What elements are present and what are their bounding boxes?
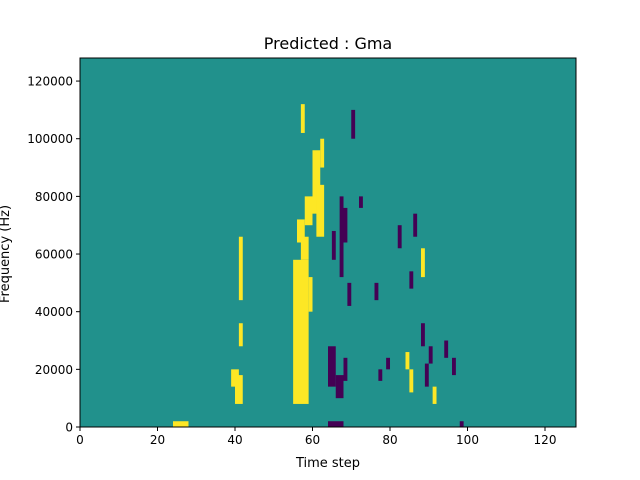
heatmap-cell-low <box>343 357 348 381</box>
heatmap-cells <box>173 104 464 427</box>
heatmap-cell-low <box>351 109 356 139</box>
heatmap-cell-high <box>238 323 243 347</box>
heatmap-cell-low <box>374 282 379 301</box>
heatmap-cell-low <box>444 340 449 358</box>
y-tick-label: 20000 <box>35 363 73 377</box>
y-tick-label: 80000 <box>35 190 73 204</box>
heatmap-cell-high <box>300 104 305 133</box>
heatmap-cell-low <box>409 271 414 289</box>
x-tick-label: 40 <box>227 433 242 447</box>
heatmap-cell-low <box>359 196 363 208</box>
heatmap-cell-high <box>297 219 305 243</box>
x-tick-label: 0 <box>76 433 84 447</box>
heatmap-cell-low <box>378 369 383 381</box>
y-axis-label: Frequency (Hz) <box>0 205 13 303</box>
heatmap-cell-low <box>339 196 344 278</box>
heatmap-cell-high <box>421 248 425 278</box>
y-tick-label: 100000 <box>27 132 73 146</box>
heatmap-cell-low <box>397 225 402 249</box>
heatmap-cell-high <box>293 259 309 404</box>
x-tick-label: 100 <box>456 433 479 447</box>
plot-frame <box>79 57 577 428</box>
x-tick-label: 20 <box>150 433 165 447</box>
y-tick-label: 0 <box>65 421 73 435</box>
y-axis: 0 20000 40000 60000 80000 100000 120000 <box>27 75 80 435</box>
x-tick-label: 120 <box>534 433 557 447</box>
heatmap-cell-low <box>452 357 456 376</box>
y-tick-label: 40000 <box>35 305 73 319</box>
heatmap-cell-low <box>335 375 344 399</box>
heatmap-cell-low <box>331 230 336 260</box>
heatmap-cell-high <box>238 236 243 301</box>
x-axis: 0 20 40 60 80 100 120 <box>76 427 556 447</box>
heatmap-cell-high <box>300 236 309 260</box>
heatmap-cell-low <box>424 363 429 387</box>
heatmap-cell-high <box>308 277 313 312</box>
heatmap-cell-low <box>343 207 348 243</box>
heatmap-cell-low <box>421 323 425 347</box>
heatmap-cell-high <box>235 375 243 404</box>
heatmap-cell-low <box>413 213 418 237</box>
x-tick-label: 80 <box>382 433 397 447</box>
x-tick-label: 60 <box>305 433 320 447</box>
heatmap-cell-high <box>231 369 239 387</box>
x-axis-label: Time step <box>295 456 360 471</box>
heatmap-cell-low <box>459 421 464 427</box>
heatmap-cell-low <box>428 346 433 364</box>
heatmap-cell-low <box>386 357 391 370</box>
y-tick-label: 120000 <box>27 75 73 89</box>
heatmap-cell-high <box>432 386 437 404</box>
heatmap-cell-low <box>328 346 336 387</box>
heatmap-cell-high <box>405 352 410 370</box>
plot-area <box>79 57 577 428</box>
heatmap-cell-high <box>320 138 325 168</box>
heatmap-cell-high <box>409 369 414 393</box>
heatmap-cell-high <box>173 421 189 427</box>
y-tick-label: 60000 <box>35 248 73 262</box>
heatmap-cell-low <box>328 421 344 427</box>
heatmap-cell-high <box>316 184 325 237</box>
heatmap-cell-high <box>312 150 321 214</box>
chart-title: Predicted : Gma <box>264 34 392 53</box>
heatmap-cell-high <box>304 196 313 226</box>
heatmap-cell-low <box>347 282 352 306</box>
